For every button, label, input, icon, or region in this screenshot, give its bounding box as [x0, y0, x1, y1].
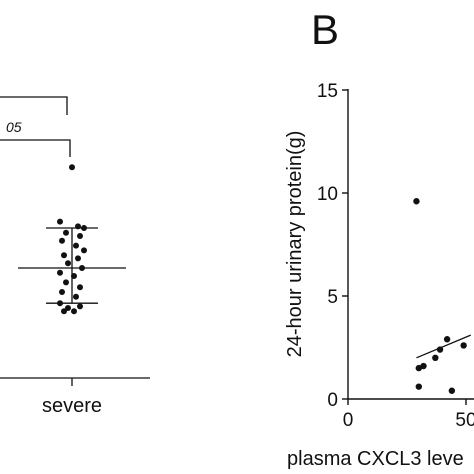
- panel-b-x-ticks: 0 50: [343, 399, 474, 431]
- data-point: [460, 342, 467, 349]
- data-point: [63, 229, 69, 236]
- data-point: [77, 284, 83, 291]
- significance-bracket-upper: [0, 96, 68, 115]
- panel-a: severe 05: [0, 96, 150, 417]
- data-point: [79, 265, 85, 271]
- data-point: [73, 293, 79, 300]
- data-point: [81, 225, 87, 231]
- data-point: [59, 237, 65, 244]
- significance-bracket-lower: [0, 139, 71, 157]
- data-point: [65, 260, 71, 267]
- panel-b-x-axis-label: plasma CXCL3 leve: [287, 448, 464, 470]
- y-tick-label: 10: [317, 184, 338, 205]
- data-point: [77, 233, 83, 239]
- panel-a-mean-sd: [18, 227, 126, 304]
- y-tick-label: 0: [327, 390, 338, 411]
- panel-b-y-axis-label: 24-hour urinary protein(g): [284, 131, 306, 358]
- data-point: [61, 252, 67, 259]
- panel-b-points: [413, 198, 467, 394]
- data-point: [71, 308, 77, 315]
- data-point: [73, 242, 79, 249]
- data-point: [71, 273, 77, 279]
- data-point: [57, 218, 63, 225]
- significance-label: 05: [6, 119, 22, 135]
- data-point: [57, 300, 63, 307]
- data-point: [420, 362, 427, 370]
- data-point: [415, 383, 422, 390]
- y-tick-label: 15: [317, 81, 338, 102]
- x-tick-label: 50: [455, 410, 474, 431]
- panel-b-regression-line: [416, 334, 471, 359]
- panel-a-points: [57, 164, 87, 315]
- panel-b-letter: B: [311, 6, 339, 53]
- data-point: [448, 387, 456, 394]
- panel-b-y-ticks: 0 5 10 15: [317, 81, 348, 411]
- data-point: [63, 279, 69, 286]
- data-point: [443, 336, 451, 343]
- x-tick-label: 0: [343, 410, 354, 431]
- data-point: [413, 198, 420, 205]
- data-point: [436, 346, 444, 353]
- data-point: [432, 354, 439, 361]
- panel-a-category-label: severe: [42, 395, 102, 417]
- data-point: [69, 164, 75, 171]
- data-point: [65, 305, 71, 311]
- y-tick-label: 5: [327, 287, 338, 308]
- data-point: [59, 289, 65, 295]
- data-point: [81, 247, 87, 254]
- data-point: [61, 308, 67, 315]
- data-point: [57, 269, 63, 276]
- data-point: [75, 255, 81, 262]
- data-point: [75, 223, 81, 230]
- data-point: [77, 303, 83, 310]
